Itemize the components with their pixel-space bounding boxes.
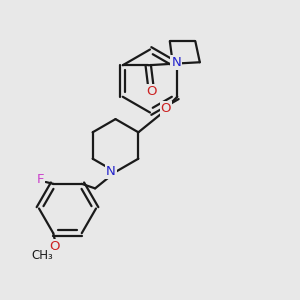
Text: O: O	[160, 102, 171, 115]
Text: N: N	[106, 165, 116, 178]
Text: F: F	[36, 172, 44, 185]
Text: CH₃: CH₃	[31, 249, 53, 262]
Text: N: N	[172, 56, 181, 69]
Text: O: O	[146, 85, 157, 98]
Text: O: O	[50, 240, 60, 253]
